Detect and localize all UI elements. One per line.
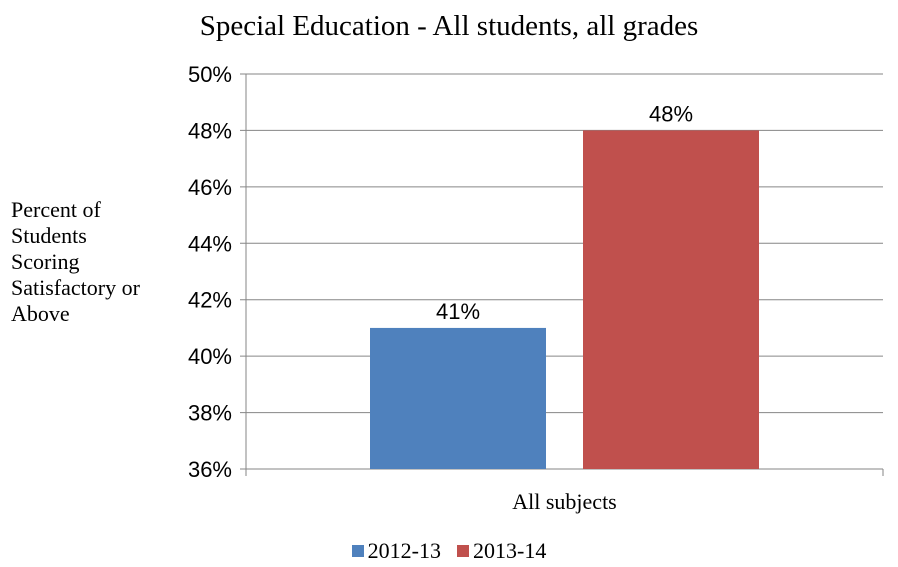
legend-swatch	[351, 545, 364, 557]
y-tick-label: 42%	[188, 288, 232, 313]
y-tick-label: 46%	[188, 175, 232, 200]
y-tick-label: 38%	[188, 401, 232, 426]
chart-title: Special Education - All students, all gr…	[199, 10, 699, 42]
x-tick-label: All subjects	[512, 489, 617, 514]
legend-label: 2012-13	[367, 538, 441, 563]
y-tick-label: 44%	[188, 231, 232, 256]
bar-2012-13	[370, 327, 546, 469]
data-label: 48%	[649, 101, 693, 126]
y-tick-label: 50%	[188, 62, 232, 87]
data-label: 41%	[436, 299, 480, 324]
legend-label: 2013-14	[473, 538, 547, 563]
y-axis-label: Percent of Students Scoring Satisfactory…	[11, 197, 140, 326]
y-tick-label: 48%	[188, 118, 232, 143]
legend-item: 2012-13	[351, 538, 441, 564]
legend-swatch	[457, 545, 469, 557]
legend-item: 2013-14	[457, 538, 546, 564]
legend: 2012-13 2013-14	[0, 538, 898, 564]
y-tick-label: 40%	[188, 344, 232, 369]
y-tick-label: 36%	[188, 457, 232, 482]
bar-2013-14	[583, 130, 759, 469]
